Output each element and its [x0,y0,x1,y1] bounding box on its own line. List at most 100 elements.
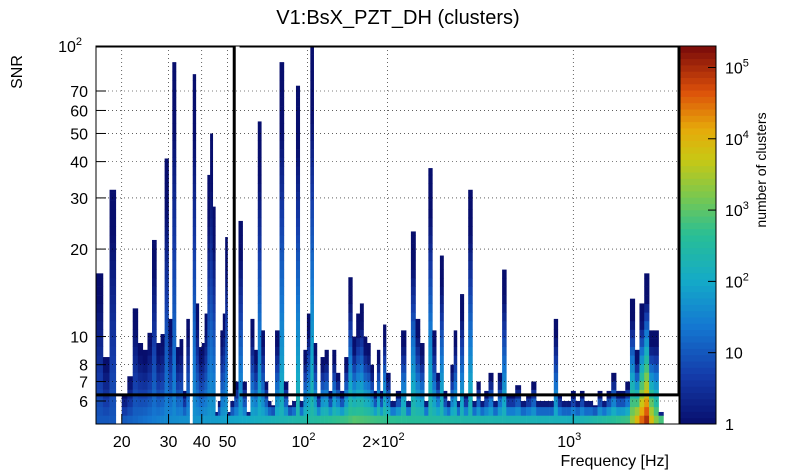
heatmap-cell [644,320,650,330]
heatmap-cell [367,363,371,373]
heatmap-cell [204,313,208,322]
heatmap-cell [172,131,177,141]
heatmap-cell [204,320,208,330]
heatmap-cell [257,192,262,201]
heatmap-cell [344,406,349,416]
heatmap-cell [192,295,197,305]
heatmap-cell [439,277,444,287]
x-axis-ticks: 20 30 40 50 102 2×102 103 [113,414,581,451]
heatmap-cell [152,243,157,253]
heatmap-cell [424,400,429,408]
heatmap-cell [152,312,157,322]
heatmap-cell [109,260,117,270]
colorbar-segment [680,190,716,198]
heatmap-cell [279,226,285,236]
heatmap-cell [175,347,180,356]
heatmap-cell [132,406,139,416]
colorbar-segment [680,379,716,387]
heatmap-cell [588,400,594,408]
heatmap-cell [164,166,169,176]
heatmap-cell [152,260,157,270]
heatmap-cell [468,406,473,416]
heatmap-cell [463,398,469,408]
heatmap-cell [328,415,333,424]
heatmap-cell [102,398,110,408]
heatmap-cell [639,303,645,313]
heatmap-cell [207,209,211,219]
heatmap-cell [644,277,650,287]
heatmap-cell [234,389,239,399]
heatmap-cell [653,398,659,408]
heatmap-cell [497,398,503,408]
heatmap-cell [257,157,262,167]
heatmap-cell [164,286,169,296]
heatmap-cell [152,303,157,313]
heatmap-cell [332,372,337,382]
heatmap-cell [460,303,465,313]
heatmap-cell [295,106,301,116]
heatmap-cell [257,295,262,305]
heatmap-cell [210,260,214,270]
colorbar-segment [680,52,716,60]
heatmap-cell [257,226,262,236]
heatmap-cell [553,320,559,330]
heatmap-cell [210,372,214,382]
heatmap-cell [295,149,301,158]
y-tick-label: 20 [70,242,88,259]
heatmap-cell [476,406,481,416]
heatmap-cell [468,192,473,201]
heatmap-cell [238,269,243,279]
heatmap-cell [160,381,165,390]
heatmap-cell [212,286,216,296]
heatmap-cell [156,406,161,416]
heatmap-cell [295,286,301,296]
heatmap-cell [653,406,659,416]
heatmap-cell [359,303,364,305]
heatmap-cell [419,398,425,408]
heatmap-cell [156,372,161,382]
heatmap-cell [348,338,353,347]
heatmap-cell [383,381,387,390]
heatmap-cell [210,226,214,236]
heatmap-cell [109,235,117,244]
heatmap-cell [164,243,169,253]
highlight-boxes [96,46,679,397]
heatmap-cell [310,88,314,98]
heatmap-cell [468,200,473,210]
heatmap-cell [644,295,650,305]
heatmap-cell [279,217,285,227]
heatmap-cell [147,363,153,373]
heatmap-cell [480,406,485,416]
heatmap-cell [303,355,308,365]
heatmap-cell [279,260,285,270]
heatmap-cell [639,329,645,339]
heatmap-cell [510,398,516,408]
heatmap-cell [295,381,301,390]
heatmap-cell [356,355,361,365]
heatmap-cell [121,406,128,416]
heatmap-cell [198,381,203,390]
heatmap-cell [649,338,655,347]
heatmap-cell [370,398,375,408]
heatmap-cell [531,398,537,408]
heatmap-cell [254,398,259,408]
heatmap-cell [520,415,527,424]
colorbar-segment [680,228,716,236]
heatmap-cell [192,157,197,167]
heatmap-cell [192,346,197,356]
heatmap-cell [401,338,407,347]
heatmap-cell [132,346,139,356]
heatmap-cell [428,372,433,382]
heatmap-cell [132,415,139,424]
heatmap-cell [348,363,353,373]
heatmap-cell [164,329,169,339]
heatmap-cell [156,381,161,390]
heatmap-cell [367,406,371,416]
heatmap-cell [468,415,473,424]
heatmap-cell [238,372,243,382]
heatmap-cell [363,406,368,416]
heatmap-cell [359,355,364,365]
heatmap-cell [210,381,214,390]
heatmap-cell [192,106,197,116]
heatmap-cell [212,295,216,305]
